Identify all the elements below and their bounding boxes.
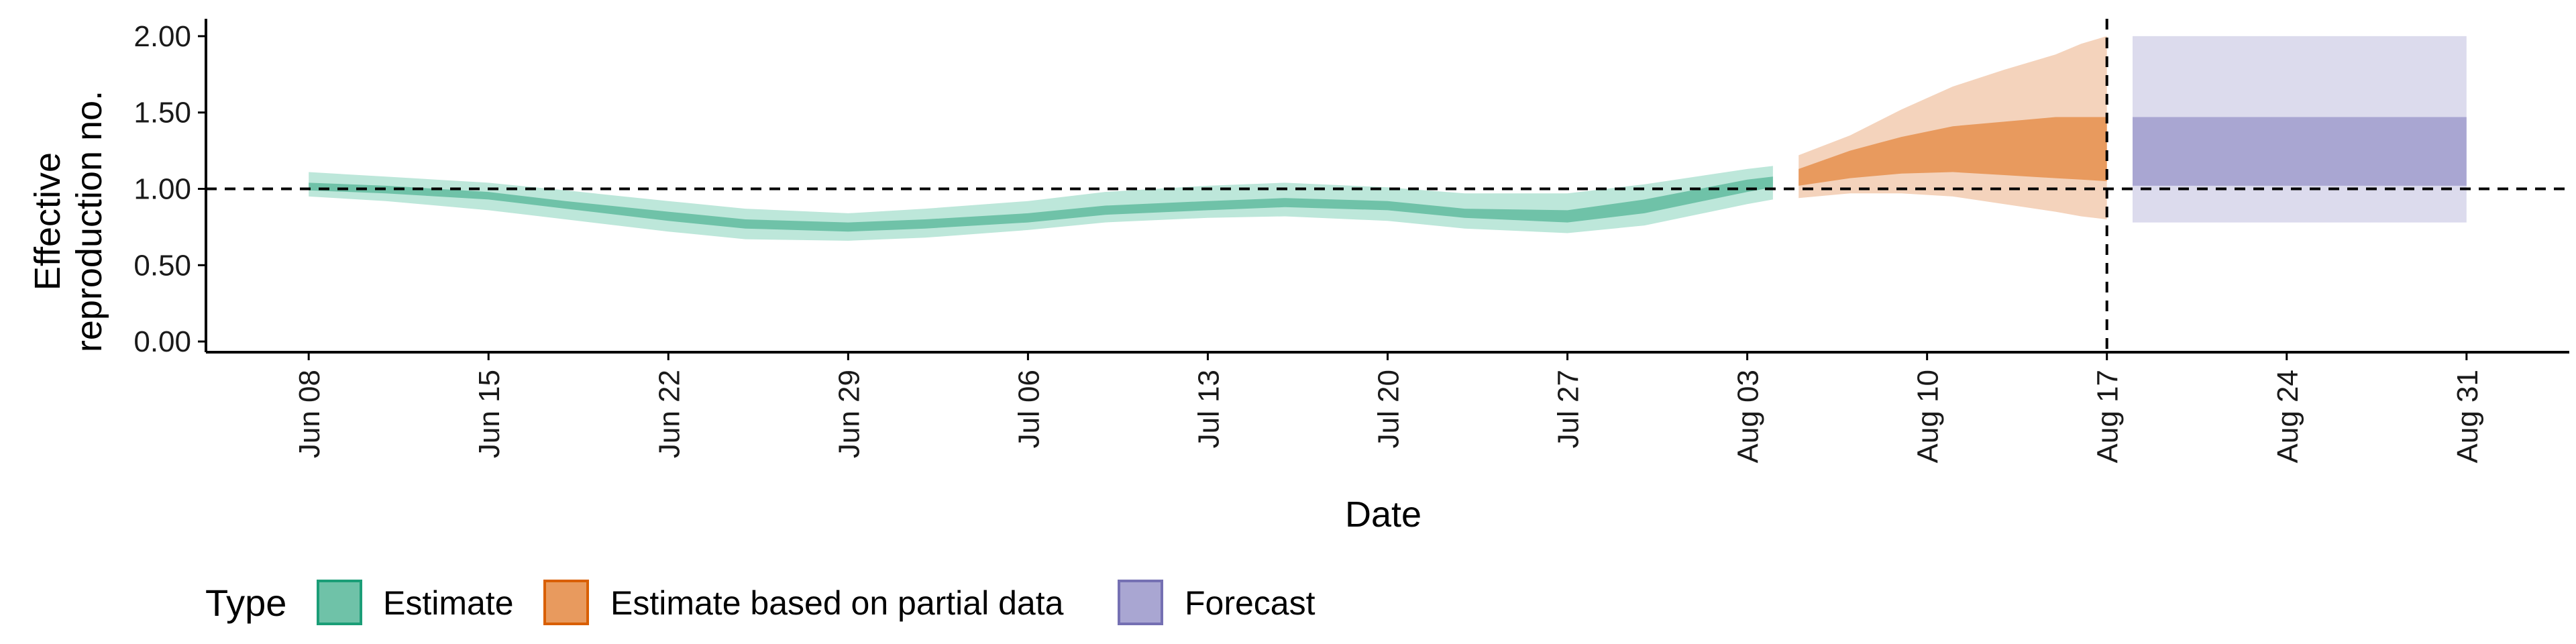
legend-item-forecast: Forecast <box>1118 580 1316 625</box>
legend: Type Estimate Estimate based on partial … <box>205 580 1316 625</box>
legend-label-estimate: Estimate <box>383 584 514 622</box>
x-tick-label: Jul 06 <box>1012 370 1045 448</box>
legend-label-partial-data: Estimate based on partial data <box>610 584 1064 622</box>
x-tick-label: Jun 15 <box>473 370 506 458</box>
x-tick-label: Aug 31 <box>2451 370 2484 463</box>
y-tick-label: 1.50 <box>133 97 191 129</box>
y-tick-label: 2.00 <box>133 20 191 53</box>
estimate-bands <box>309 36 2467 241</box>
legend-swatch-estimate <box>317 580 362 625</box>
y-tick-label: 0.00 <box>133 325 191 358</box>
x-axis-ticks: Jun 08 Jun 15 Jun 22 Jun 29 Jul 06 Jul 13 Jul … <box>293 352 2484 463</box>
y-axis-title: Effective reproduction no. <box>28 91 109 352</box>
legend-swatch-partial-data <box>543 580 589 625</box>
x-tick-label: Aug 03 <box>1732 370 1765 463</box>
y-axis-ticks: 0.00 0.50 1.00 1.50 2.00 <box>133 20 206 358</box>
x-tick-label: Aug 10 <box>1912 370 1945 463</box>
x-tick-label: Jul 13 <box>1192 370 1225 448</box>
y-axis-title-line-1: Effective <box>28 152 68 290</box>
y-tick-label: 0.50 <box>133 249 191 282</box>
x-tick-label: Aug 17 <box>2092 370 2125 463</box>
x-tick-label: Jun 29 <box>833 370 865 458</box>
y-tick-label: 1.00 <box>133 173 191 206</box>
x-tick-label: Jul 20 <box>1373 370 1405 448</box>
legend-label-forecast: Forecast <box>1185 584 1316 622</box>
estimate-outer-band <box>309 166 1773 241</box>
forecast-inner-band <box>2133 117 2467 186</box>
estimate-inner-band <box>309 176 1773 232</box>
legend-item-partial-data: Estimate based on partial data <box>543 580 1064 625</box>
x-tick-label: Jul 27 <box>1552 370 1585 448</box>
estimate-based-on-partial-data-inner-band <box>1799 117 2107 186</box>
x-tick-label: Jun 22 <box>653 370 686 458</box>
x-tick-label: Jun 08 <box>293 370 326 458</box>
x-tick-label: Aug 24 <box>2271 370 2304 463</box>
y-axis-title-line-2: reproduction no. <box>69 91 109 352</box>
x-axis-title: Date <box>1345 494 1421 535</box>
legend-swatch-forecast <box>1118 580 1163 625</box>
legend-item-estimate: Estimate <box>317 580 514 625</box>
legend-title: Type <box>205 582 286 624</box>
